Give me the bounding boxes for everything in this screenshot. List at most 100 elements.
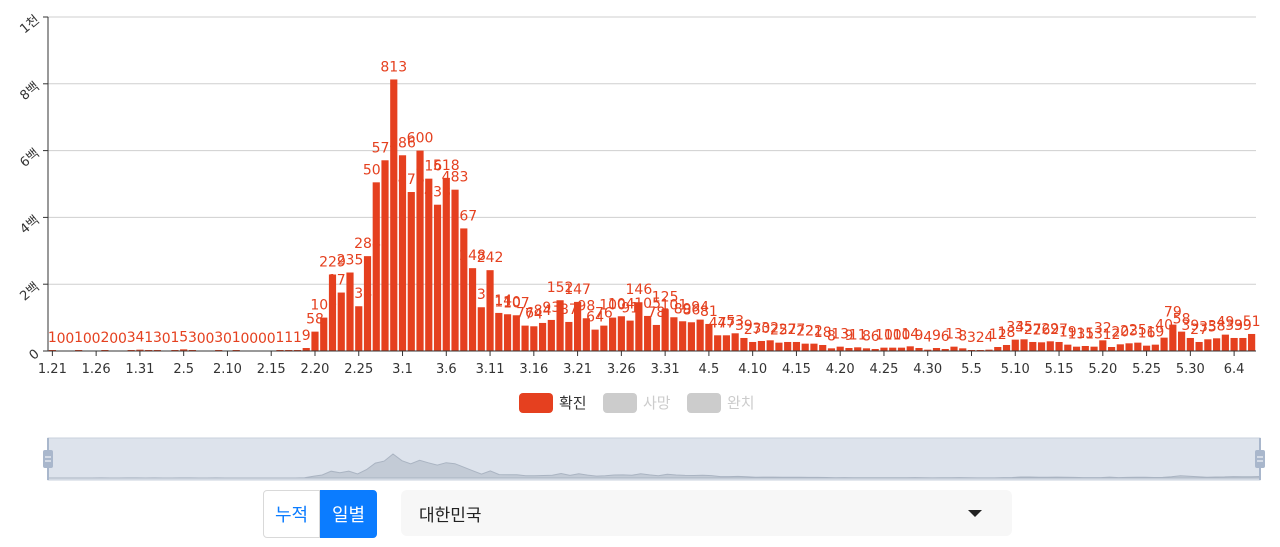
bar[interactable] bbox=[574, 301, 582, 351]
bar[interactable] bbox=[994, 346, 1002, 351]
bar[interactable] bbox=[1151, 344, 1159, 351]
bar[interactable] bbox=[924, 349, 932, 351]
bar[interactable] bbox=[845, 347, 853, 351]
bar[interactable] bbox=[1186, 337, 1194, 351]
bar[interactable] bbox=[565, 321, 573, 351]
bar[interactable] bbox=[1020, 339, 1028, 351]
bar[interactable] bbox=[355, 306, 363, 351]
bar[interactable] bbox=[442, 177, 450, 351]
bar[interactable] bbox=[363, 256, 372, 351]
bar[interactable] bbox=[495, 312, 503, 351]
bar[interactable] bbox=[854, 347, 862, 351]
bar[interactable] bbox=[635, 302, 643, 351]
bar[interactable] bbox=[433, 204, 442, 351]
bar[interactable] bbox=[1037, 342, 1046, 351]
bar[interactable] bbox=[188, 349, 197, 351]
zoom-window[interactable] bbox=[47, 437, 1261, 481]
bar[interactable] bbox=[810, 343, 818, 351]
bar[interactable] bbox=[425, 178, 433, 351]
bar[interactable] bbox=[889, 347, 897, 351]
bar[interactable] bbox=[775, 342, 783, 351]
bar[interactable] bbox=[985, 349, 993, 351]
legend[interactable]: 확진 사망 완치 bbox=[519, 393, 755, 413]
bar[interactable] bbox=[302, 347, 310, 351]
bar[interactable] bbox=[766, 340, 774, 351]
bar[interactable] bbox=[530, 326, 538, 351]
drag-handle-icon[interactable] bbox=[1255, 450, 1265, 468]
legend-item[interactable]: 확진 bbox=[519, 393, 587, 413]
bar[interactable] bbox=[582, 318, 590, 351]
bar[interactable] bbox=[337, 292, 345, 351]
bar[interactable] bbox=[407, 192, 415, 351]
bar[interactable] bbox=[757, 340, 766, 351]
bar[interactable] bbox=[1107, 346, 1116, 351]
bar[interactable] bbox=[679, 321, 687, 351]
bar[interactable] bbox=[959, 348, 967, 351]
bar[interactable] bbox=[1090, 346, 1098, 351]
bar[interactable] bbox=[512, 315, 520, 351]
bar[interactable] bbox=[722, 335, 730, 351]
bar[interactable] bbox=[819, 344, 827, 351]
bar[interactable] bbox=[180, 349, 188, 351]
bar[interactable] bbox=[591, 329, 599, 351]
bar[interactable] bbox=[381, 160, 389, 351]
cumulative-button[interactable]: 누적 bbox=[263, 490, 320, 538]
bar[interactable] bbox=[346, 272, 354, 351]
bar[interactable] bbox=[1160, 337, 1168, 351]
bar[interactable] bbox=[1055, 341, 1063, 351]
bar[interactable] bbox=[1116, 344, 1124, 351]
bar[interactable] bbox=[801, 343, 809, 351]
bar[interactable] bbox=[731, 333, 739, 351]
bar[interactable] bbox=[836, 346, 844, 351]
bar[interactable] bbox=[398, 155, 407, 351]
bar[interactable] bbox=[1230, 337, 1238, 351]
bar[interactable] bbox=[1099, 340, 1107, 351]
bar[interactable] bbox=[880, 347, 888, 351]
bar[interactable] bbox=[328, 274, 337, 351]
legend-item[interactable]: 사망 bbox=[603, 393, 671, 413]
bar[interactable] bbox=[503, 314, 512, 351]
bar-series[interactable] bbox=[48, 79, 1256, 351]
bar[interactable] bbox=[626, 320, 634, 351]
region-select[interactable]: 대한민국 bbox=[401, 490, 1012, 536]
bar[interactable] bbox=[1204, 339, 1212, 351]
bar[interactable] bbox=[906, 346, 914, 351]
bar[interactable] bbox=[1081, 345, 1089, 351]
bar[interactable] bbox=[740, 337, 748, 351]
bar[interactable] bbox=[1134, 342, 1142, 351]
bar[interactable] bbox=[372, 182, 380, 351]
bar[interactable] bbox=[1169, 324, 1177, 351]
bar[interactable] bbox=[609, 317, 617, 351]
bar[interactable] bbox=[451, 189, 459, 351]
bar[interactable] bbox=[1046, 341, 1054, 351]
bar[interactable] bbox=[1221, 334, 1229, 351]
bar[interactable] bbox=[538, 322, 547, 351]
bar[interactable] bbox=[941, 348, 949, 351]
bar[interactable] bbox=[792, 341, 801, 351]
bar[interactable] bbox=[1011, 339, 1019, 351]
bar[interactable] bbox=[1002, 344, 1011, 351]
bar[interactable] bbox=[950, 346, 958, 351]
bar[interactable] bbox=[320, 317, 328, 351]
bar[interactable] bbox=[215, 349, 223, 351]
bar[interactable] bbox=[477, 307, 485, 351]
zoom-handle-left[interactable] bbox=[43, 438, 53, 480]
bar[interactable] bbox=[915, 347, 923, 351]
bar[interactable] bbox=[967, 349, 976, 351]
daily-button[interactable]: 일별 bbox=[320, 490, 377, 538]
bar[interactable] bbox=[871, 348, 879, 351]
bar[interactable] bbox=[390, 79, 398, 351]
bar[interactable] bbox=[705, 323, 713, 351]
bar[interactable] bbox=[521, 325, 529, 351]
bar[interactable] bbox=[416, 150, 424, 351]
bar[interactable] bbox=[652, 324, 660, 351]
bar[interactable] bbox=[311, 331, 319, 351]
bar[interactable] bbox=[862, 348, 871, 351]
bar[interactable] bbox=[460, 228, 468, 351]
bar[interactable] bbox=[749, 341, 757, 351]
bar[interactable] bbox=[784, 341, 792, 351]
bar[interactable] bbox=[696, 319, 704, 351]
bar[interactable] bbox=[136, 349, 144, 351]
bar[interactable] bbox=[687, 322, 695, 351]
zoom-handle-right[interactable] bbox=[1255, 438, 1265, 480]
